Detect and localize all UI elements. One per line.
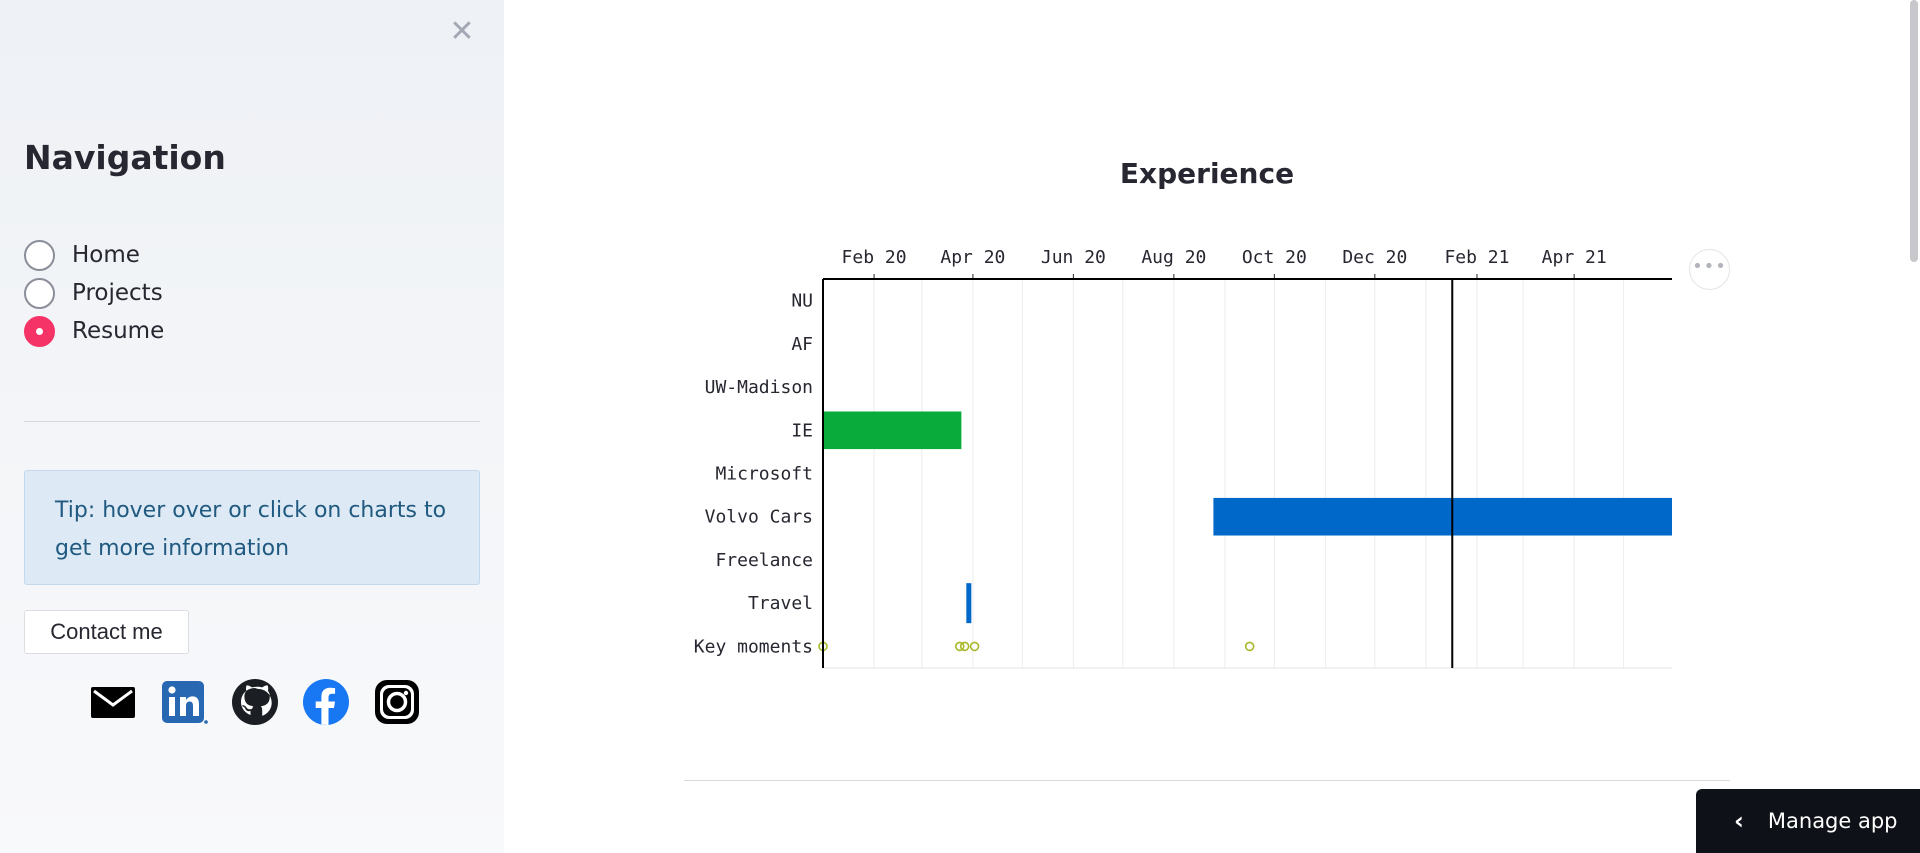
y-category-label: NU: [791, 291, 813, 312]
y-category-label: Freelance: [715, 550, 813, 571]
nav-option-label: Projects: [72, 280, 163, 306]
social-links: [88, 677, 422, 727]
facebook-icon[interactable]: [301, 677, 351, 727]
radio-checked-icon[interactable]: [24, 315, 55, 347]
key-moment-point: [954, 641, 965, 652]
radio-unchecked-icon[interactable]: [24, 239, 55, 271]
radio-unchecked-icon[interactable]: [24, 277, 55, 309]
content-divider: [684, 780, 1730, 781]
x-tick-label: Feb 21: [1444, 247, 1509, 268]
x-tick-label: Dec 20: [1342, 247, 1407, 268]
contact-me-button[interactable]: Contact me: [24, 610, 189, 654]
nav-option-label: Home: [72, 242, 140, 268]
key-moment-point: [959, 641, 970, 652]
nav-option-home[interactable]: Home: [24, 236, 164, 274]
tip-box: Tip: hover over or click on charts to ge…: [24, 470, 480, 585]
sidebar-title: Navigation: [24, 138, 226, 177]
y-category-label: IE: [791, 420, 813, 441]
experience-gantt-chart[interactable]: Feb 20 Apr 20 Jun 20 Aug 20 Oct 20 Dec 20 Feb …: [672, 235, 1672, 675]
more-options-icon[interactable]: •••: [1689, 249, 1730, 290]
page-scrollbar[interactable]: [1910, 0, 1918, 262]
gantt-bar: [966, 583, 972, 624]
manage-app-button[interactable]: ‹ Manage app: [1696, 789, 1920, 853]
gantt-bar: [1213, 497, 1672, 536]
gantt-bar: [823, 411, 962, 450]
x-tick-label: Feb 20: [842, 247, 907, 268]
github-icon[interactable]: [230, 677, 280, 727]
key-moment-point: [969, 641, 980, 652]
linkedin-icon[interactable]: [159, 677, 209, 727]
y-category-label: UW-Madison: [705, 377, 813, 398]
sidebar-divider: [24, 421, 480, 422]
x-tick-label: Apr 21: [1542, 247, 1607, 268]
instagram-icon[interactable]: [372, 677, 422, 727]
y-category-label: Volvo Cars: [705, 507, 813, 528]
key-moment-point: [1244, 641, 1255, 652]
email-icon[interactable]: [88, 677, 138, 727]
x-tick-label: Apr 20: [940, 247, 1005, 268]
nav-option-resume[interactable]: Resume: [24, 312, 164, 350]
y-category-label: Travel: [748, 593, 813, 614]
x-tick-label: Jun 20: [1041, 247, 1106, 268]
manage-app-label: Manage app: [1767, 809, 1898, 833]
chevron-left-icon: ‹: [1734, 807, 1744, 835]
x-tick-label: Oct 20: [1242, 247, 1307, 268]
y-category-label: Key moments: [694, 636, 813, 657]
y-category-label: AF: [791, 334, 813, 355]
sidebar: ✕ Navigation Home Projects Resume Tip: h…: [0, 0, 504, 853]
x-tick-label: Aug 20: [1141, 247, 1206, 268]
nav-option-label: Resume: [72, 318, 165, 344]
nav-radio-group: Home Projects Resume: [24, 236, 164, 350]
y-category-label: Microsoft: [715, 464, 813, 485]
chart-title: Experience: [1119, 157, 1295, 190]
close-sidebar-icon[interactable]: ✕: [449, 14, 475, 49]
nav-option-projects[interactable]: Projects: [24, 274, 164, 312]
